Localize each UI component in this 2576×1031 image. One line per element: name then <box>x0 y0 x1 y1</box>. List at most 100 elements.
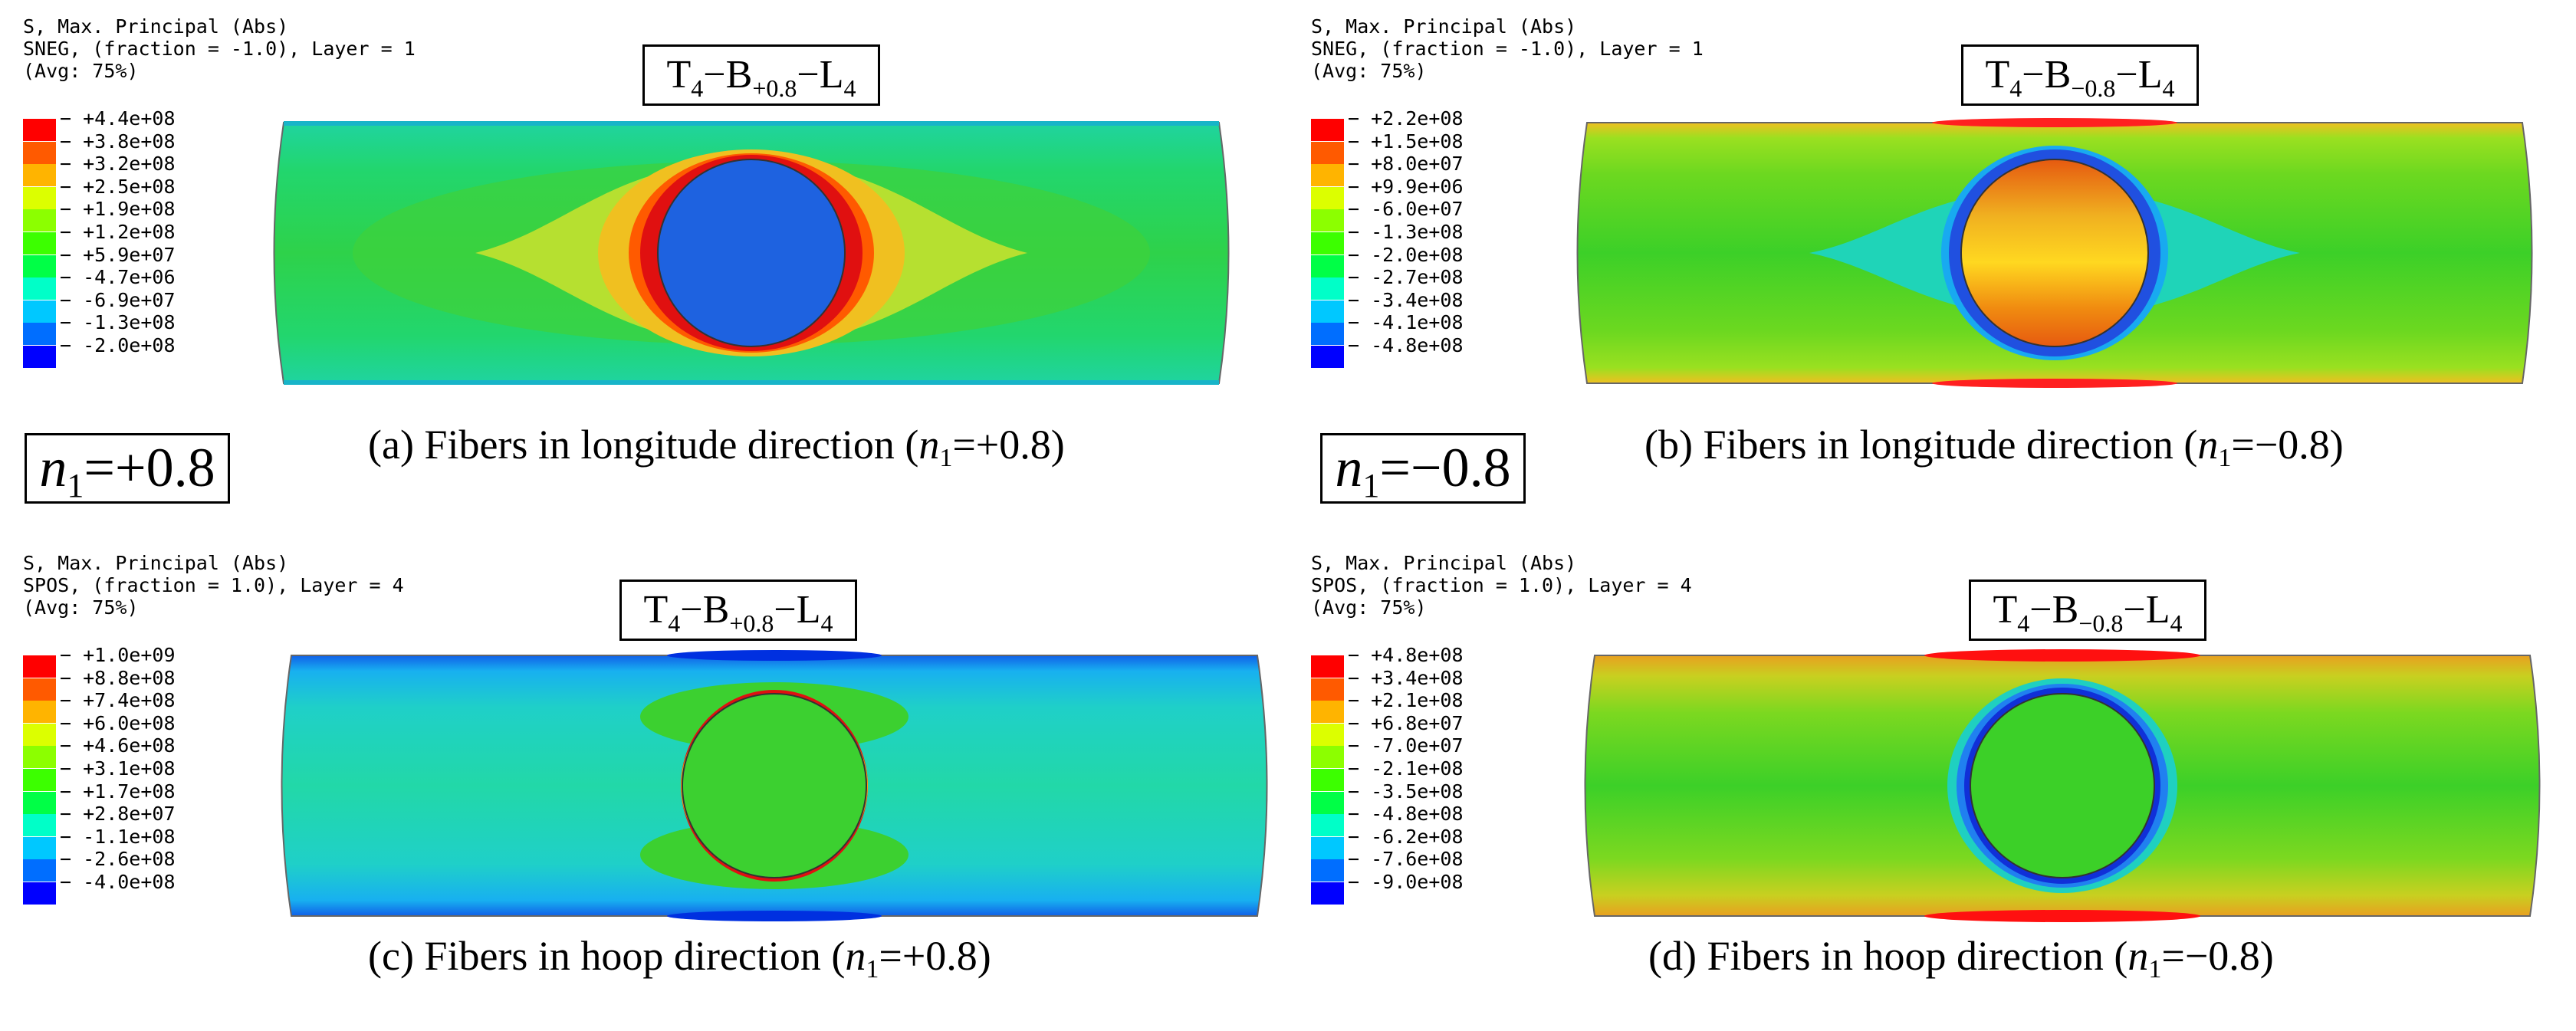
legend-value: − +2.5e+08 <box>60 175 176 198</box>
legend-value: − -4.8e+08 <box>1348 803 1464 826</box>
legend-value: − -4.8e+08 <box>1348 334 1464 356</box>
n-symbol: n <box>39 437 67 498</box>
label-l: L <box>796 588 821 632</box>
legend-value: − +9.9e+06 <box>1348 175 1464 198</box>
legend-value: − -2.0e+08 <box>1348 243 1464 266</box>
caption-text: (c) Fibers in hoop direction ( <box>368 933 846 979</box>
legend-swatch <box>1311 164 1344 187</box>
caption-n: n <box>918 422 940 468</box>
header-line: (Avg: 75%) <box>23 60 139 82</box>
legend-value: − -4.7e+06 <box>60 266 176 289</box>
legend-value: − +5.9e+07 <box>60 243 176 266</box>
panel-a: S, Max. Principal (Abs) SNEG, (fraction … <box>0 0 1288 472</box>
legend-swatch <box>23 678 56 701</box>
legend-swatch <box>1311 141 1344 164</box>
legend-value: − +7.4e+08 <box>60 689 176 712</box>
legend-swatch <box>23 186 56 209</box>
n-sub: 1 <box>1362 467 1380 504</box>
caption-n: n <box>2197 422 2219 468</box>
legend-value: − -1.3e+08 <box>1348 221 1464 243</box>
legend-swatch <box>23 300 56 323</box>
label-b: B <box>2044 53 2072 97</box>
label-b: B <box>2052 588 2079 632</box>
label-dash: − <box>2115 53 2138 97</box>
header-line: SPOS, (fraction = 1.0), Layer = 4 <box>1311 574 1692 596</box>
label-b-sub: −0.8 <box>2078 609 2124 637</box>
label-dash: − <box>2022 53 2045 97</box>
legend-value: − +3.2e+08 <box>60 153 176 176</box>
header-line: SNEG, (fraction = -1.0), Layer = 1 <box>1311 38 1704 60</box>
configuration-label: T4−B−0.8−L4 <box>1969 580 2206 641</box>
legend-value: − +1.2e+08 <box>60 221 176 243</box>
caption-suffix: =−0.8) <box>2161 933 2274 979</box>
label-t-sub: 4 <box>2009 74 2022 102</box>
caption-n: n <box>2128 933 2149 979</box>
legend-value: − -6.0e+07 <box>1348 198 1464 221</box>
caption-suffix: =+0.8) <box>952 422 1065 468</box>
legend-header: S, Max. Principal (Abs) SPOS, (fraction … <box>23 552 404 619</box>
n-value: =+0.8 <box>84 437 215 498</box>
legend-value: − +4.8e+08 <box>1348 644 1464 666</box>
legend-value: − -6.9e+07 <box>60 288 176 311</box>
panel-c: S, Max. Principal (Abs) SPOS, (fraction … <box>0 537 1288 1031</box>
caption-n-sub: 1 <box>2218 444 2232 472</box>
n-symbol: n <box>1335 437 1363 498</box>
header-line: (Avg: 75%) <box>1311 596 1427 619</box>
panel-d: S, Max. Principal (Abs) SPOS, (fraction … <box>1288 537 2576 1031</box>
legend-swatch <box>1311 836 1344 859</box>
label-l: L <box>819 53 844 97</box>
legend-value: − +4.6e+08 <box>60 734 176 757</box>
caption-suffix: =−0.8) <box>2231 422 2344 468</box>
legend-value: − +2.8e+07 <box>60 803 176 826</box>
label-l-sub: 4 <box>820 609 833 637</box>
label-b-sub: +0.8 <box>729 609 774 637</box>
panel-caption: (c) Fibers in hoop direction (n1=+0.8) <box>368 931 991 994</box>
legend-swatch <box>1311 346 1344 368</box>
legend-swatch <box>23 119 56 141</box>
legend-swatch <box>23 254 56 277</box>
legend-value: − +1.0e+09 <box>60 644 176 666</box>
legend-header: S, Max. Principal (Abs) SNEG, (fraction … <box>1311 15 1704 82</box>
legend-swatch <box>23 882 56 905</box>
panel-caption: (d) Fibers in hoop direction (n1=−0.8) <box>1648 931 2274 994</box>
legend-swatch <box>23 746 56 769</box>
n-value: =−0.8 <box>1379 437 1511 498</box>
legend-swatch <box>23 277 56 300</box>
legend-swatch <box>1311 678 1344 701</box>
configuration-label: T4−B+0.8−L4 <box>642 44 880 106</box>
caption-suffix: =+0.8) <box>879 933 991 979</box>
legend-swatch <box>23 164 56 187</box>
legend-swatch <box>1311 209 1344 232</box>
legend-value: − -9.0e+08 <box>1348 871 1464 893</box>
header-line: (Avg: 75%) <box>23 596 139 619</box>
caption-n: n <box>845 933 866 979</box>
label-b: B <box>702 588 730 632</box>
legend-swatch <box>23 655 56 678</box>
caption-n-sub: 1 <box>2148 955 2162 983</box>
legend-value: − +1.9e+08 <box>60 198 176 221</box>
header-line: S, Max. Principal (Abs) <box>1311 552 1577 574</box>
label-dash: − <box>680 588 703 632</box>
legend-swatch <box>1311 300 1344 323</box>
header-line: SPOS, (fraction = 1.0), Layer = 4 <box>23 574 404 596</box>
legend-value: − +8.8e+08 <box>60 666 176 689</box>
legend-swatch <box>1311 859 1344 882</box>
legend-swatch <box>1311 791 1344 814</box>
stress-contour-plot <box>273 121 1230 385</box>
caption-text: (d) Fibers in hoop direction ( <box>1648 933 2128 979</box>
legend-header: S, Max. Principal (Abs) SNEG, (fraction … <box>23 15 416 82</box>
legend-value: − -1.3e+08 <box>60 311 176 334</box>
legend-value: − -2.7e+08 <box>1348 266 1464 289</box>
label-b: B <box>725 53 753 97</box>
label-dash: − <box>797 53 820 97</box>
caption-n-sub: 1 <box>939 444 953 472</box>
stress-contour-plot <box>281 650 1268 921</box>
legend-value: − -4.0e+08 <box>60 871 176 893</box>
legend-value: − +6.8e+07 <box>1348 711 1464 734</box>
label-t: T <box>1993 588 2018 632</box>
legend-swatch <box>1311 701 1344 724</box>
label-dash: − <box>2029 588 2052 632</box>
legend-swatch <box>1311 186 1344 209</box>
legend-swatch <box>23 701 56 724</box>
label-t: T <box>1985 53 2010 97</box>
